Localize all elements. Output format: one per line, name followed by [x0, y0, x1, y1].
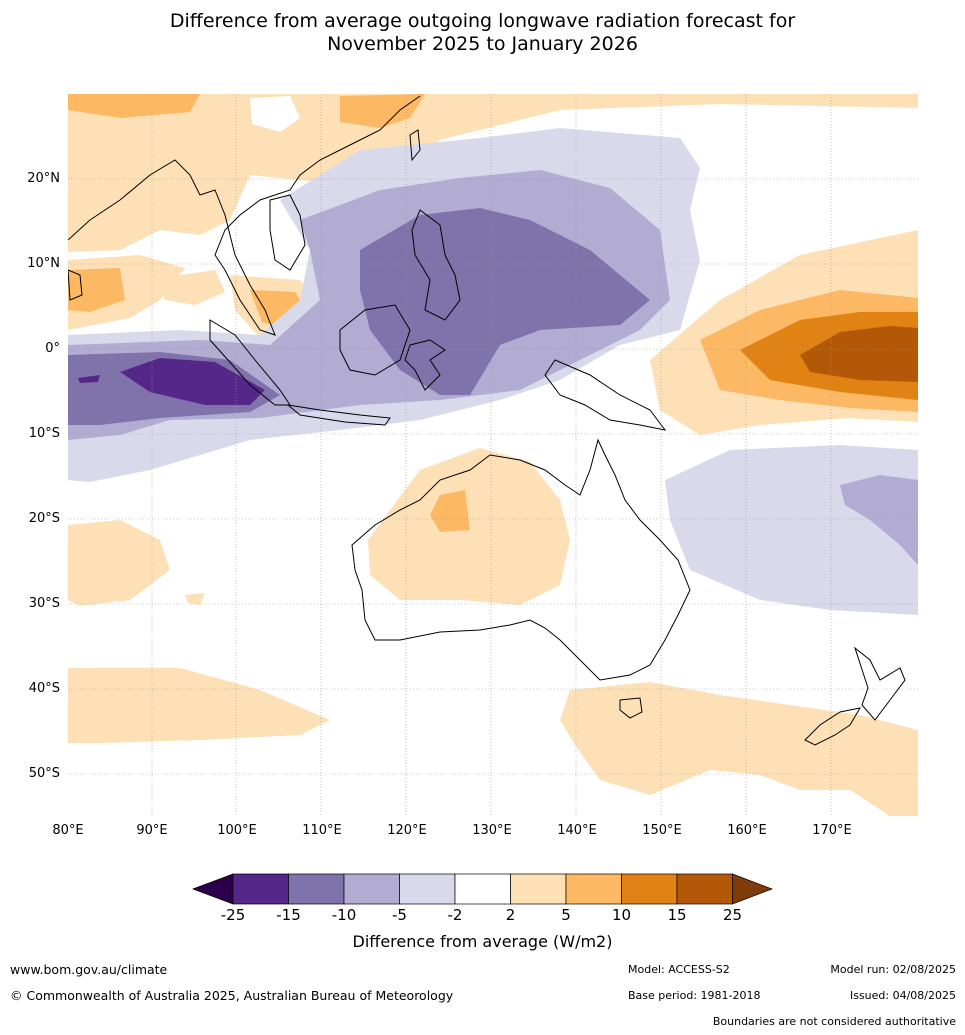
colorbar	[192, 873, 773, 905]
lon-label: 90°E	[136, 823, 168, 838]
map-title-line1: Difference from average outgoing longwav…	[169, 10, 796, 32]
colorbar-extend-low	[192, 873, 234, 905]
coastlines	[68, 95, 906, 746]
borneo-coastline	[339, 304, 411, 376]
colorbar-extend-high	[732, 873, 773, 905]
lat-label: 40°S	[28, 681, 60, 696]
website-link[interactable]: www.bom.gov.au/climate	[10, 962, 168, 977]
colorbar-bin	[343, 873, 400, 905]
lat-label: 10°S	[28, 426, 60, 441]
colorbar-tick: 10	[611, 906, 632, 924]
colorbar-bin	[565, 873, 622, 905]
asia-mainland-coastline	[68, 95, 421, 336]
colorbar-tick: -15	[276, 906, 301, 924]
new-zealand-north-coastline	[854, 646, 906, 721]
new-zealand-south-coastline	[804, 707, 861, 746]
lon-label: 150°E	[642, 823, 682, 838]
taiwan-coastline	[409, 129, 421, 162]
lat-label: 20°N	[27, 171, 60, 186]
philippines-coastline	[411, 209, 461, 321]
lat-label: 30°S	[28, 596, 60, 611]
lon-label: 160°E	[727, 823, 767, 838]
lon-label: 140°E	[557, 823, 597, 838]
tasmania-coastline	[619, 697, 643, 719]
copyright-text: © Commonwealth of Australia 2025, Austra…	[10, 988, 454, 1003]
anomaly-contours	[68, 94, 918, 816]
new-guinea-coastline	[544, 359, 667, 431]
sumatra-coastline	[209, 319, 291, 406]
disclaimer-text: Boundaries are not considered authoritat…	[712, 1015, 956, 1028]
lon-label: 120°E	[387, 823, 427, 838]
colorbar-bin	[676, 873, 733, 905]
lat-label: 10°N	[27, 256, 60, 271]
colorbar-tick: 2	[505, 906, 516, 924]
base-period-text: Base period: 1981-2018	[628, 989, 761, 1002]
lon-label: 130°E	[472, 823, 512, 838]
colorbar-bin	[399, 873, 456, 905]
issued-text: Issued: 04/08/2025	[849, 989, 956, 1002]
colorbar-tick: 25	[722, 906, 743, 924]
colorbar-bin	[232, 873, 289, 905]
australia-coastline	[351, 438, 691, 681]
lon-label: 110°E	[302, 823, 342, 838]
colorbar-bin	[288, 873, 345, 905]
lat-label: 0°	[45, 341, 60, 356]
indochina-coastline	[269, 194, 306, 271]
colorbar-tick: -2	[447, 906, 463, 924]
colorbar-tick: -10	[331, 906, 357, 924]
colorbar-bin	[454, 873, 511, 905]
lat-label: 50°S	[28, 766, 60, 781]
map-title-line2: November 2025 to January 2026	[327, 33, 638, 55]
colorbar-tick: 5	[561, 906, 571, 924]
lon-label: 80°E	[52, 823, 84, 838]
java-coastline	[286, 404, 391, 426]
map-title: Difference from average outgoing longwav…	[0, 10, 965, 56]
colorbar-tick: -5	[392, 906, 407, 924]
colorbar-bin	[510, 873, 567, 905]
lon-label: 170°E	[812, 823, 852, 838]
lon-label: 100°E	[217, 823, 257, 838]
colorbar-label: Difference from average (W/m2)	[352, 932, 613, 951]
model-run-text: Model run: 02/08/2025	[830, 963, 956, 976]
model-text: Model: ACCESS-S2	[628, 963, 730, 976]
colorbar-bin	[621, 873, 678, 905]
colorbar-tick: -25	[220, 906, 246, 924]
sulawesi-coastline	[404, 339, 446, 391]
sri-lanka-coastline	[68, 269, 83, 301]
colorbar-tick: 15	[667, 906, 687, 924]
lat-label: 20°S	[28, 511, 60, 526]
